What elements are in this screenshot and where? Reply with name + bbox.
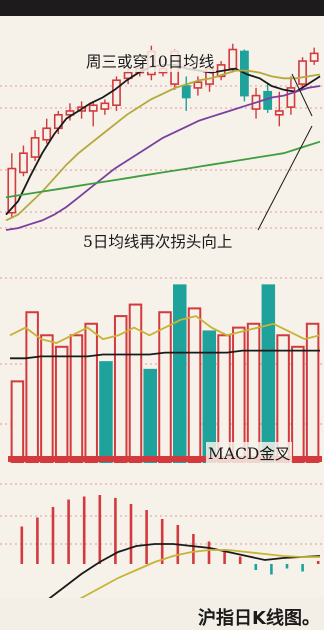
figure-caption: 沪指日K线图。 [198,608,320,629]
charts-svg [0,43,324,598]
volume-average-line [9,315,321,344]
candle-body [274,110,284,116]
candle-body [298,60,307,85]
volume-bar-up [158,311,172,463]
moving-average-line [5,64,321,216]
volume-bar-down [261,284,276,463]
annotation-macd-golden-cross: MACD金叉 [206,442,293,464]
candle-body [193,81,203,89]
candle-body [65,110,75,116]
moving-average-line [5,85,321,231]
candle-body [309,52,319,62]
volume-bar-up [291,345,305,463]
candle-body [88,104,98,112]
candle-body [112,79,121,106]
candle-body [7,167,17,214]
moving-average-line [5,69,321,222]
annotation-pointer-bottom [257,125,313,231]
annotation-pointer-top [291,73,313,117]
volume-bar-up [305,322,320,464]
volume-bar-up [84,322,98,464]
candle-body [228,48,238,70]
candle-body [286,87,296,108]
annotation-ma5-turn-up: 5日均线再次拐头向上 [81,230,235,252]
candle-body [19,152,28,174]
volume-bar-down [99,361,113,463]
macd-signal-line [48,543,321,598]
candle-body [30,137,40,158]
volume-bar-up [187,307,202,463]
volume-bar-up [113,315,128,463]
volume-bar-down [173,284,187,463]
volume-baseline [8,456,322,462]
candle-body [181,85,191,99]
volume-bar-up [10,380,25,463]
moving-average-line [5,140,321,199]
candle-body [100,102,110,110]
volume-bar-up [54,345,69,463]
volume-bar-down [143,368,157,463]
chart-figure: 周三或穿10日均线 5日均线再次拐头向上 MACD金叉 [0,16,324,598]
volume-average-line [10,349,320,360]
volume-bar-up [69,334,84,463]
volume-bar-up [40,334,54,463]
candle-body [42,127,52,141]
macd-signal-line [79,549,320,598]
top-dark-bar [0,0,324,16]
annotation-ma10-cross: 周三或穿10日均线 [84,50,217,72]
